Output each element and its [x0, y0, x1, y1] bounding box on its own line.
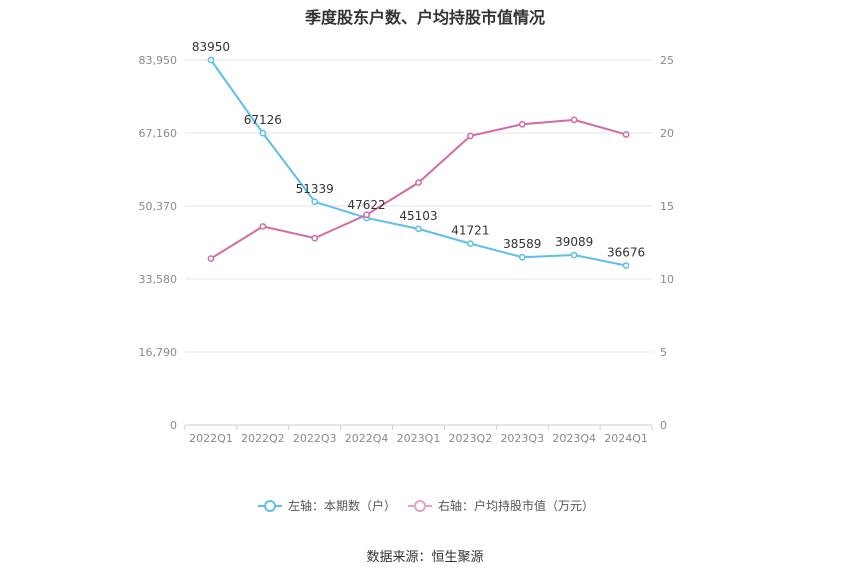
- data-label: 67126: [244, 113, 282, 127]
- right-axis-tick: 5: [660, 346, 667, 359]
- series-point-1: [622, 262, 630, 269]
- series-point-2: [570, 116, 578, 124]
- series-point-1: [311, 198, 319, 206]
- x-axis-tick-label: 2022Q3: [293, 432, 337, 445]
- x-axis-tick-label: 2023Q2: [449, 432, 493, 445]
- left-axis-tick: 0: [170, 419, 177, 432]
- series-point-1: [415, 225, 422, 233]
- x-axis-tick-label: 2024Q1: [604, 432, 648, 445]
- data-label: 51339: [296, 182, 334, 196]
- data-label: 45103: [399, 209, 437, 223]
- x-axis-tick-label: 2022Q4: [345, 432, 389, 445]
- right-axis-tick: 25: [660, 54, 674, 67]
- data-label: 41721: [451, 224, 489, 238]
- series-point-2: [622, 131, 630, 138]
- series-point-1: [518, 253, 526, 261]
- x-axis-tick-label: 2023Q1: [397, 432, 441, 445]
- left-axis-tick: 83,950: [139, 54, 178, 67]
- legend-swatch-marker: [264, 500, 276, 512]
- chart-title: 季度股东户数、户均持股市值情况: [304, 8, 545, 27]
- data-label: 39089: [555, 235, 593, 249]
- x-axis-tick-label: 2022Q1: [189, 432, 233, 445]
- legend-label: 右轴：户均持股市值（万元）: [438, 498, 594, 513]
- right-axis-tick: 0: [660, 419, 667, 432]
- left-axis-tick: 33,580: [139, 273, 178, 286]
- data-label: 36676: [607, 246, 645, 260]
- right-axis-tick: 20: [660, 127, 674, 140]
- series-point-2: [415, 179, 422, 186]
- left-axis-tick: 50,370: [139, 200, 178, 213]
- data-source: 数据来源：恒生聚源: [366, 550, 484, 565]
- data-label: 83950: [192, 40, 230, 54]
- x-axis-tick-label: 2022Q2: [241, 432, 285, 445]
- left-axis-tick: 16,790: [139, 346, 178, 359]
- legend-swatch-marker: [414, 500, 426, 512]
- right-axis-tick: 15: [660, 200, 674, 213]
- series-point-2: [207, 255, 215, 262]
- series-point-1: [467, 240, 474, 247]
- legend-label: 左轴：本期数（户）: [288, 498, 396, 513]
- left-axis-tick: 67,160: [139, 127, 178, 140]
- series-point-2: [467, 132, 474, 140]
- data-label: 38589: [503, 237, 541, 251]
- series-point-1: [570, 251, 578, 259]
- series-point-2: [259, 223, 267, 230]
- series-point-2: [518, 120, 526, 128]
- series-point-2: [311, 234, 319, 242]
- x-axis-tick-label: 2023Q3: [500, 432, 544, 445]
- series-point-1: [207, 56, 215, 64]
- right-axis-tick: 10: [660, 273, 674, 286]
- series-point-1: [259, 129, 267, 137]
- series-point-2: [363, 211, 370, 219]
- data-label: 47622: [348, 198, 386, 212]
- x-axis-tick-label: 2023Q4: [552, 432, 596, 445]
